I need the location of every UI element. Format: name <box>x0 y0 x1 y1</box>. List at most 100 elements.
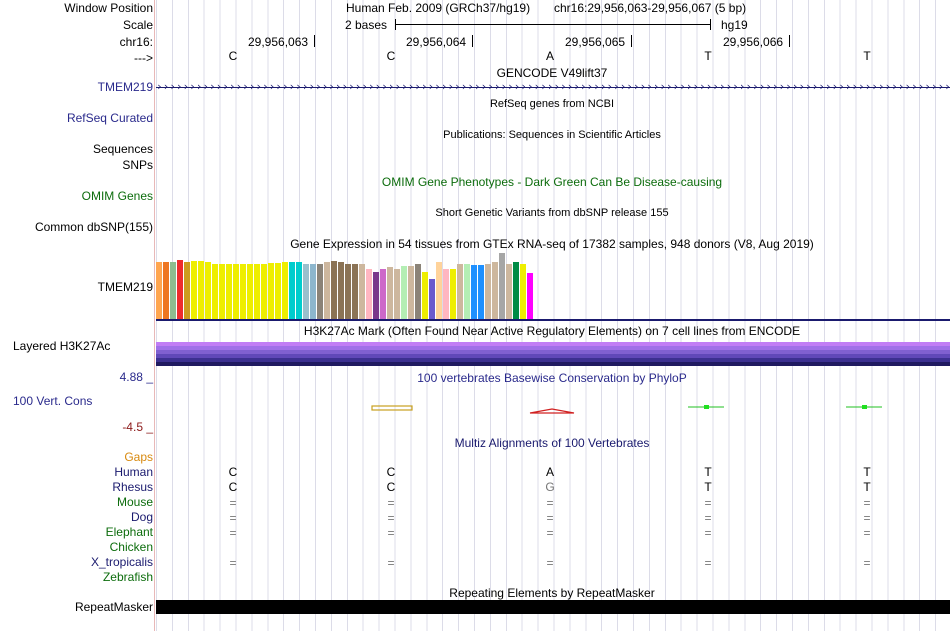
track-label-refseq[interactable]: RefSeq Curated <box>66 111 153 125</box>
ref-base: T <box>863 49 871 63</box>
gtex-tissue-bar[interactable] <box>492 262 498 319</box>
gtex-tissue-bar[interactable] <box>471 265 477 319</box>
gtex-tissue-bar[interactable] <box>457 264 463 319</box>
track-label-gaps[interactable]: Gaps <box>124 450 153 464</box>
track-title-conservation: 100 vertebrates Basewise Conservation by… <box>417 371 687 385</box>
gtex-tissue-bar[interactable] <box>408 266 414 319</box>
gtex-bar-chart[interactable] <box>156 250 536 319</box>
conservation-plot[interactable] <box>156 395 950 425</box>
mouse-base: = <box>387 496 395 510</box>
gtex-tissue-bar[interactable] <box>268 263 274 319</box>
assembly-text: Human Feb. 2009 (GRCh37/hg19) <box>346 1 531 15</box>
gtex-tissue-bar[interactable] <box>520 264 526 319</box>
gtex-tissue-bar[interactable] <box>317 264 323 319</box>
gtex-tissue-bar[interactable] <box>156 262 162 319</box>
gtex-tissue-bar[interactable] <box>331 261 337 319</box>
species-label-mouse[interactable]: Mouse <box>116 495 153 509</box>
gtex-tissue-bar[interactable] <box>289 262 295 319</box>
species-label-zebrafish[interactable]: Zebrafish <box>102 570 153 584</box>
gtex-tissue-bar[interactable] <box>513 262 519 319</box>
repeatmasker-element[interactable] <box>156 600 950 614</box>
gtex-tissue-bar[interactable] <box>436 262 442 319</box>
species-label-elephant[interactable]: Elephant <box>105 525 153 539</box>
scale-label: Scale <box>122 18 153 32</box>
gtex-tissue-bar[interactable] <box>345 264 351 319</box>
track-label-gtex[interactable]: TMEM219 <box>97 280 153 294</box>
track-title-h3k27ac: H3K27Ac Mark (Often Found Near Active Re… <box>303 324 801 338</box>
gtex-tissue-bar[interactable] <box>527 273 533 319</box>
gtex-tissue-bar[interactable] <box>506 264 512 319</box>
species-label-human[interactable]: Human <box>114 465 153 479</box>
track-title-dbsnp: Short Genetic Variants from dbSNP releas… <box>435 207 669 219</box>
track-label-repeatmasker[interactable]: RepeatMasker <box>74 600 153 614</box>
scale-text: 2 bases <box>345 18 388 32</box>
gtex-tissue-bar[interactable] <box>261 264 267 319</box>
gtex-tissue-bar[interactable] <box>464 264 470 319</box>
h3k27ac-layered-track[interactable] <box>156 342 950 368</box>
human-base: C <box>386 465 396 479</box>
rhesus-base: C <box>386 480 396 494</box>
gtex-tissue-bar[interactable] <box>254 264 260 319</box>
gtex-tissue-bar[interactable] <box>422 272 428 319</box>
gtex-tissue-bar[interactable] <box>205 262 211 319</box>
gtex-tissue-bar[interactable] <box>394 269 400 319</box>
track-label-publications-line2[interactable]: SNPs <box>122 158 153 172</box>
gtex-tissue-bar[interactable] <box>247 264 253 319</box>
gtex-tissue-bar[interactable] <box>415 264 421 319</box>
cons-max-value: 4.88 _ <box>119 370 153 384</box>
elephant-base: = <box>704 526 712 540</box>
gtex-tissue-bar[interactable] <box>191 261 197 319</box>
position-text: chr16:29,956,063-29,956,067 (5 bp) <box>554 1 747 15</box>
h3k27ac-cell-line-layer <box>156 358 950 362</box>
human-base: T <box>863 465 871 479</box>
x-tropicalis-base: = <box>387 556 395 570</box>
gtex-tissue-bar[interactable] <box>338 262 344 319</box>
gtex-tissue-bar[interactable] <box>429 279 435 319</box>
gtex-tissue-bar[interactable] <box>450 269 456 319</box>
track-label-gencode[interactable]: TMEM219 <box>97 80 153 94</box>
track-label-dbsnp[interactable]: Common dbSNP(155) <box>34 220 153 234</box>
track-label-h3k27ac[interactable]: Layered H3K27Ac <box>13 339 111 353</box>
gtex-tissue-bar[interactable] <box>226 264 232 319</box>
gtex-tissue-bar[interactable] <box>324 262 330 319</box>
gtex-tissue-bar[interactable] <box>282 262 288 319</box>
gtex-tissue-bar[interactable] <box>443 269 449 319</box>
track-title-omim: OMIM Gene Phenotypes - Dark Green Can Be… <box>381 175 723 189</box>
gtex-tissue-bar[interactable] <box>233 264 239 319</box>
track-label-conservation[interactable]: 100 Vert. Cons <box>13 394 93 408</box>
gtex-tissue-bar[interactable] <box>212 264 218 319</box>
track-label-publications-line1[interactable]: Sequences <box>92 142 153 156</box>
gtex-tissue-bar[interactable] <box>296 262 302 319</box>
species-label-rhesus[interactable]: Rhesus <box>112 480 153 494</box>
elephant-base: = <box>546 526 554 540</box>
gtex-tissue-bar[interactable] <box>170 262 176 319</box>
gencode-gene-track[interactable]: ››››››››››››››››››››››››››››››››››››››››… <box>156 81 950 93</box>
ref-base: C <box>386 49 396 63</box>
mouse-base: = <box>863 496 871 510</box>
track-label-omim[interactable]: OMIM Genes <box>81 189 153 203</box>
gtex-tissue-bar[interactable] <box>184 262 190 319</box>
gtex-tissue-bar[interactable] <box>401 266 407 319</box>
gtex-tissue-bar[interactable] <box>240 264 246 319</box>
gtex-tissue-bar[interactable] <box>177 260 183 319</box>
gtex-tissue-bar[interactable] <box>198 261 204 319</box>
gtex-tissue-bar[interactable] <box>373 272 379 319</box>
species-label-chicken[interactable]: Chicken <box>109 540 153 554</box>
dog-base: = <box>863 511 871 525</box>
gtex-tissue-bar[interactable] <box>219 264 225 319</box>
gtex-tissue-bar[interactable] <box>387 267 393 319</box>
gtex-tissue-bar[interactable] <box>478 265 484 319</box>
gtex-tissue-bar[interactable] <box>303 264 309 319</box>
gtex-tissue-bar[interactable] <box>352 264 358 319</box>
gtex-tissue-bar[interactable] <box>275 263 281 319</box>
gtex-tissue-bar[interactable] <box>359 264 365 319</box>
species-label-x-tropicalis[interactable]: X_tropicalis <box>90 555 153 569</box>
species-label-dog[interactable]: Dog <box>130 510 153 524</box>
gtex-tissue-bar[interactable] <box>366 269 372 319</box>
gtex-tissue-bar[interactable] <box>380 269 386 319</box>
gtex-tissue-bar[interactable] <box>310 264 316 319</box>
gtex-tissue-bar[interactable] <box>499 253 505 319</box>
gtex-tissue-bar[interactable] <box>485 264 491 319</box>
gtex-tissue-bar[interactable] <box>163 262 169 319</box>
